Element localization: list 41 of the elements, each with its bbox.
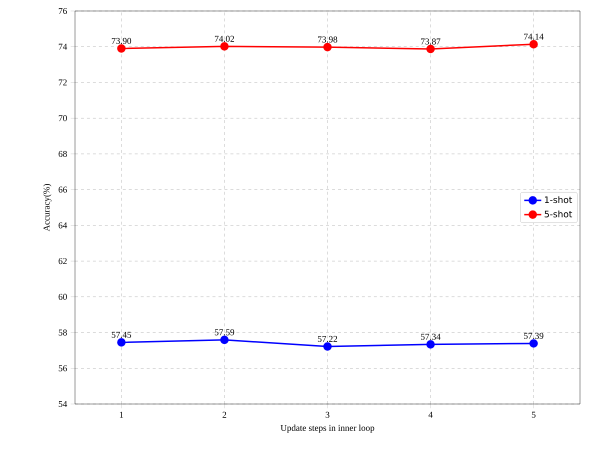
y-tick-label: 72 — [58, 79, 67, 86]
y-tick-label: 68 — [58, 150, 67, 157]
point — [426, 340, 435, 349]
point — [529, 339, 538, 348]
data-label: 57.45 — [112, 332, 132, 338]
data-label: 57.34 — [420, 334, 441, 340]
x-tick-label: 2 — [222, 412, 226, 418]
point — [323, 42, 332, 52]
legend-label: 5-shot — [544, 210, 572, 218]
y-tick-label: 66 — [58, 186, 67, 193]
point — [529, 40, 538, 48]
point — [117, 44, 126, 53]
data-label: 74.14 — [524, 34, 544, 40]
y-tick-label: 58 — [58, 330, 67, 336]
data-label: 73.98 — [318, 36, 338, 43]
data-label: 74.02 — [214, 36, 234, 42]
y-tick-label: 76 — [58, 8, 67, 14]
y-tick-label: 54 — [58, 401, 68, 407]
y-tick-label: 64 — [58, 222, 68, 228]
data-label: 73.90 — [112, 38, 132, 44]
x-tick-label: 5 — [532, 412, 536, 418]
point — [220, 336, 229, 344]
legend-label: 1-shot — [544, 196, 572, 204]
data-label: 57.39 — [524, 332, 544, 339]
point — [117, 338, 126, 347]
data-label: 57.22 — [318, 336, 338, 342]
y-axis-title: Accuracy(%) — [43, 184, 52, 232]
x-tick-label: 3 — [326, 412, 330, 418]
point — [323, 342, 332, 351]
y-tick-label: 70 — [58, 115, 67, 122]
y-tick-label: 60 — [58, 294, 67, 300]
x-axis-title: Update steps in inner loop — [280, 424, 374, 433]
x-tick-label: 1 — [120, 412, 124, 418]
y-tick-label: 74 — [58, 44, 68, 50]
data-label: 57.59 — [214, 329, 234, 336]
point — [426, 44, 435, 54]
point — [220, 42, 229, 51]
x-tick-label: 4 — [428, 412, 433, 418]
y-tick-label: 62 — [58, 258, 67, 264]
y-tick-label: 56 — [58, 365, 67, 372]
data-label: 73.87 — [421, 38, 440, 45]
